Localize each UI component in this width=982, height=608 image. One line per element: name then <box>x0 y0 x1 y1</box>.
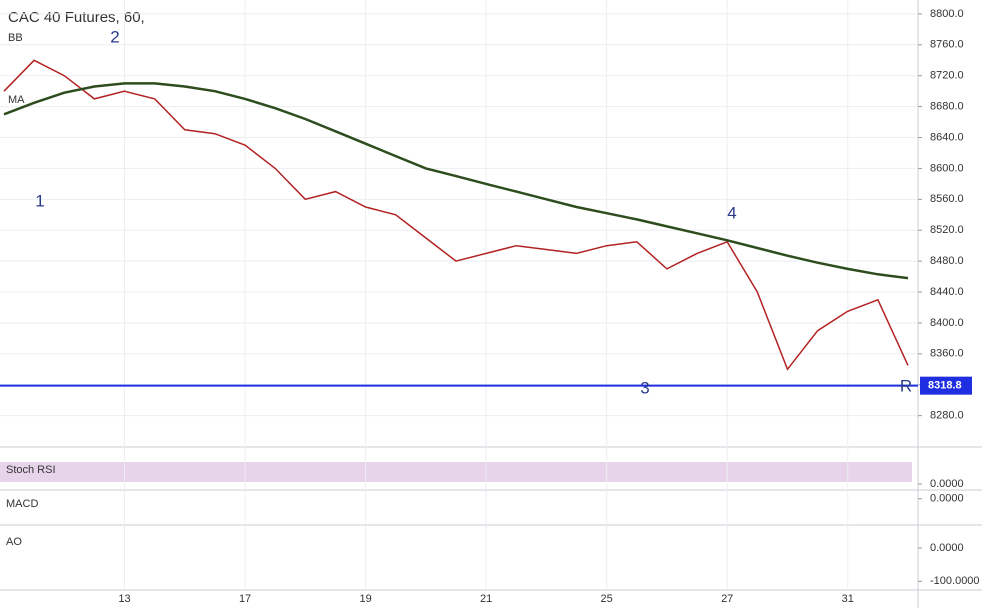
y-tick-label: 8400.0 <box>930 317 964 329</box>
y-tick-label: 8720.0 <box>930 70 964 82</box>
y-tick-label: 8520.0 <box>930 224 964 236</box>
series-line <box>3 59 909 371</box>
chart-title: CAC 40 Futures, 60, <box>8 9 145 26</box>
annotation: R <box>900 376 912 395</box>
legend-entry: MA <box>8 94 25 106</box>
x-tick-label: 17 <box>239 593 251 605</box>
y-tick-label: 0.0000 <box>930 493 964 505</box>
y-tick-label: 8480.0 <box>930 255 964 267</box>
y-tick-label: 8280.0 <box>930 410 964 422</box>
x-tick-label: 21 <box>480 593 492 605</box>
y-tick-label: 0.0000 <box>930 478 964 490</box>
pane-title: MACD <box>6 498 38 510</box>
y-tick-label: 8560.0 <box>930 193 964 205</box>
stoch-band <box>0 462 912 482</box>
price-label: 8318.8 <box>928 380 962 392</box>
annotation: 4 <box>727 203 736 222</box>
y-tick-label: 8640.0 <box>930 131 964 143</box>
y-tick-label: 0.0000 <box>930 542 964 554</box>
x-tick-label: 13 <box>118 593 130 605</box>
annotation: 2 <box>110 27 119 46</box>
x-tick-label: 25 <box>601 593 613 605</box>
y-tick-label: -100.0000 <box>930 575 980 587</box>
series-line <box>3 82 909 280</box>
y-tick-label: 8360.0 <box>930 348 964 360</box>
y-tick-label: 8760.0 <box>930 39 964 51</box>
x-tick-label: 19 <box>359 593 371 605</box>
legend-entry: BB <box>8 32 23 44</box>
annotation: 3 <box>640 378 649 397</box>
pane-title: Stoch RSI <box>6 464 56 476</box>
price-label-box <box>920 376 972 395</box>
y-tick-label: 8800.0 <box>930 8 964 20</box>
x-tick-label: 27 <box>721 593 733 605</box>
y-tick-label: 8440.0 <box>930 286 964 298</box>
x-tick-label: 31 <box>842 593 854 605</box>
y-tick-label: 8680.0 <box>930 101 964 113</box>
pane-title: AO <box>6 536 22 548</box>
y-tick-label: 8600.0 <box>930 162 964 174</box>
annotation: 1 <box>35 191 44 210</box>
